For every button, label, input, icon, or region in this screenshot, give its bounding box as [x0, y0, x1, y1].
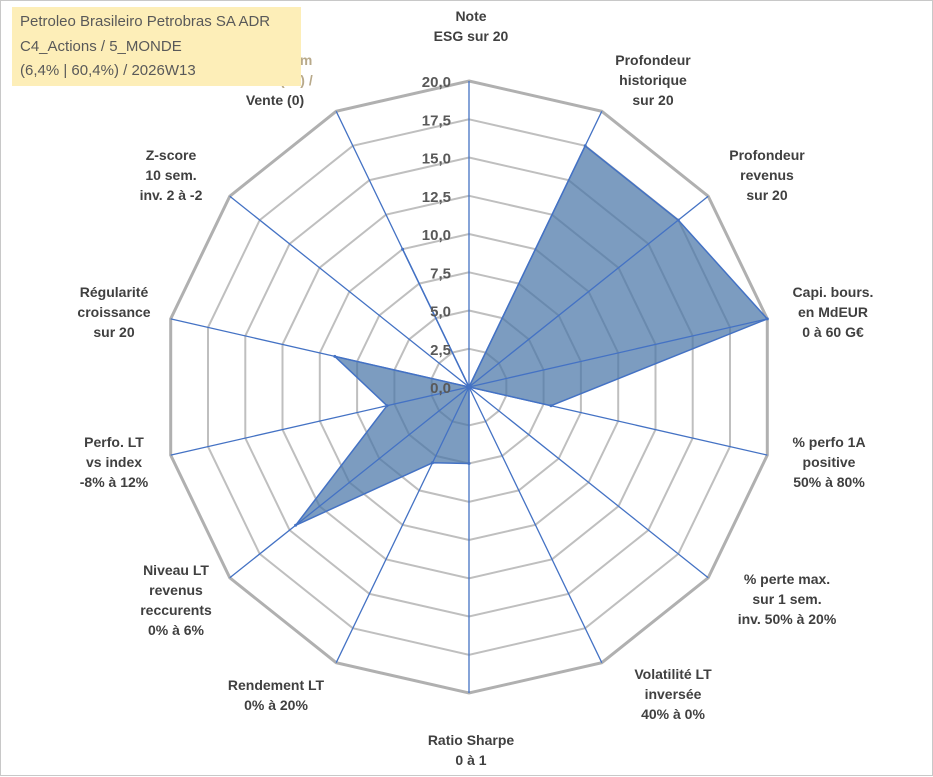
tick-label-1: 2,5	[430, 342, 451, 359]
data-point-12	[333, 354, 337, 358]
data-point-10	[294, 523, 298, 527]
axis-label-6-line-2: sur 1 sem.	[752, 591, 821, 607]
axis-label-5-line-2: positive	[803, 454, 856, 470]
axis-spoke-11	[170, 386, 470, 456]
axis-spoke-7	[468, 386, 603, 663]
chart-title-line-3: (6,4% | 60,4%) / 2026W13	[20, 62, 196, 79]
axis-label-13-line-2: 10 sem.	[145, 167, 196, 183]
axis-label-8-line-2: 0 à 1	[455, 752, 486, 768]
chart-title-box: Petroleo Brasileiro Petrobras SA ADR C4_…	[12, 7, 301, 86]
axis-label-10-line-4: 0% à 6%	[148, 622, 205, 638]
data-point-14	[401, 247, 405, 251]
tick-label-2: 5,0	[430, 304, 451, 321]
axis-label-10-line-3: reccurents	[140, 602, 212, 618]
data-point-11	[385, 404, 389, 408]
data-point-8	[467, 462, 471, 465]
axis-spoke-2	[468, 111, 603, 388]
axis-spoke-4	[468, 318, 768, 388]
axis-label-3-line-3: sur 20	[746, 187, 787, 203]
axis-label-10: Niveau LT revenus reccurents 0% à 6%	[140, 562, 212, 638]
data-point-5	[549, 404, 553, 408]
tick-label-5: 12,5	[422, 189, 451, 206]
axis-label-4-line-1: Capi. bours.	[793, 284, 874, 300]
axis-label-6-line-3: inv. 50% à 20%	[738, 611, 837, 627]
chart-title-line-1: Petroleo Brasileiro Petrobras SA ADR	[20, 13, 271, 30]
axis-label-7-line-1: Volatilité LT	[634, 666, 712, 682]
data-point-4	[765, 317, 769, 321]
axis-label-3: Profondeur revenus sur 20	[729, 147, 805, 203]
axis-label-2: Profondeur historique sur 20	[615, 52, 691, 108]
axis-label-4: Capi. bours. en MdEUR 0 à 60 G€	[793, 284, 874, 340]
axis-label-9-line-1: Rendement LT	[228, 677, 325, 693]
tick-label-3: 7,5	[430, 265, 451, 282]
tick-label-8: 20,0	[422, 74, 451, 91]
axis-spoke-9	[335, 386, 470, 663]
axis-label-10-line-2: revenus	[149, 582, 203, 598]
axis-spoke-10	[229, 386, 470, 579]
axis-label-5: % perfo 1A positive 50% à 80%	[792, 434, 865, 490]
data-point-13	[467, 385, 471, 389]
axis-label-1-line-1: Note	[455, 8, 486, 24]
axis-label-8-line-1: Ratio Sharpe	[428, 732, 515, 748]
axis-label-13-line-3: inv. 2 à -2	[140, 187, 203, 203]
axis-label-2-line-1: Profondeur	[615, 52, 691, 68]
axis-label-2-line-3: sur 20	[632, 92, 673, 108]
axis-label-9-line-2: 0% à 20%	[244, 697, 308, 713]
axis-label-5-line-1: % perfo 1A	[792, 434, 865, 450]
axis-label-2-line-2: historique	[619, 72, 687, 88]
axis-spoke-6	[468, 386, 709, 579]
data-point-2	[583, 144, 587, 148]
axis-label-11-line-1: Perfo. LT	[84, 434, 144, 450]
axis-label-11: Perfo. LT vs index -8% à 12%	[80, 434, 149, 490]
axis-spoke-12	[170, 318, 470, 388]
axis-label-13: Z-score 10 sem. inv. 2 à -2	[140, 147, 203, 203]
axis-label-6: % perte max. sur 1 sem. inv. 50% à 20%	[738, 571, 837, 627]
axis-label-4-line-3: 0 à 60 G€	[802, 324, 864, 340]
tick-label-4: 10,0	[422, 227, 451, 244]
axis-spoke-3	[468, 195, 709, 388]
axis-label-14-line-3: Vente (0)	[246, 92, 304, 108]
axis-label-12-line-2: croissance	[77, 304, 150, 320]
axis-label-11-line-3: -8% à 12%	[80, 474, 149, 490]
axis-label-5-line-3: 50% à 80%	[793, 474, 865, 490]
data-point-3	[676, 218, 680, 222]
axis-label-4-line-2: en MdEUR	[798, 304, 868, 320]
axis-label-12: Régularité croissance sur 20	[77, 284, 150, 340]
axis-label-3-line-2: revenus	[740, 167, 794, 183]
axis-label-7-line-2: inversée	[645, 686, 702, 702]
axis-label-7-line-3: 40% à 0%	[641, 706, 705, 722]
axis-label-12-line-1: Régularité	[80, 284, 149, 300]
tick-label-6: 15,0	[422, 151, 451, 168]
tick-label-7: 17,5	[422, 112, 451, 129]
chart-title-line-2: C4_Actions / 5_MONDE	[20, 38, 182, 55]
axis-label-1-line-2: ESG sur 20	[434, 28, 509, 44]
axis-label-8: Ratio Sharpe 0 à 1	[428, 732, 515, 768]
axis-label-1: Note ESG sur 20	[434, 8, 509, 44]
tick-label-0: 0,0	[430, 380, 451, 397]
axis-label-3-line-1: Profondeur	[729, 147, 805, 163]
axis-label-13-line-1: Z-score	[146, 147, 197, 163]
axis-label-6-line-1: % perte max.	[744, 571, 830, 587]
data-point-9	[431, 461, 434, 465]
axis-label-10-line-1: Niveau LT	[143, 562, 209, 578]
axis-spoke-13	[229, 195, 470, 388]
axis-label-9: Rendement LT 0% à 20%	[228, 677, 325, 713]
axis-spoke-5	[468, 386, 768, 456]
axis-label-7: Volatilité LT inversée 40% à 0%	[634, 666, 712, 722]
axis-label-12-line-3: sur 20	[93, 324, 134, 340]
axis-label-11-line-2: vs index	[86, 454, 142, 470]
